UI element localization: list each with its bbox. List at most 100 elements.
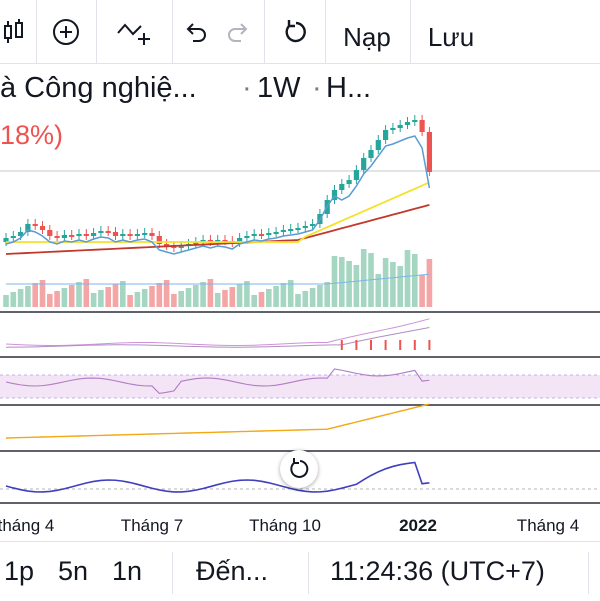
candle-body [112,232,119,236]
candle-body [310,224,316,226]
candle-body [156,236,162,244]
time-label: Tháng 10 [249,516,321,535]
candle-body [149,233,155,236]
candle-body [251,234,257,236]
toolbar-divider [325,0,326,63]
volume-bar [426,259,433,307]
macd-hist-bar [428,340,431,350]
symbol-name[interactable]: à Công nghiệ... [0,72,197,104]
candle-body [54,236,60,238]
toolbar-divider [172,0,173,63]
toolbar-divider [410,0,411,63]
reload-icon[interactable] [265,0,325,63]
candle-body [25,224,31,232]
volume-bar [339,257,345,307]
volume-bar [273,286,279,307]
volume-bar [3,295,9,307]
volume-bar [229,287,236,307]
volume-bar [61,288,68,307]
volume-bar [382,258,389,307]
volume-bar [25,286,31,307]
volume-bar [331,256,338,307]
toolbar-divider [36,0,37,63]
volume-bar [404,250,411,307]
volume-bar [54,291,60,307]
candle-body [76,234,82,236]
rsi-line [5,368,430,395]
volume-bar [185,288,192,307]
macd-hist-bar [399,340,402,350]
top-toolbar: Nạp Lưu [0,0,600,64]
clock[interactable]: 11:24:36 (UTC+7) [330,556,545,586]
volume-bar [171,294,177,307]
candle-body [207,240,213,242]
volume-bar [32,283,38,307]
volume-bar [236,284,243,307]
add-indicator-icon[interactable] [97,0,171,63]
volume-bar [280,283,287,307]
volume-bar [127,295,133,307]
candle-body [419,120,425,132]
time-label: tháng 4 [0,516,55,535]
toolbar-divider [264,0,265,63]
ma-fast-line [5,135,431,255]
rsi-band [0,375,600,398]
volume-bar [68,285,75,307]
candle-body [288,229,294,231]
redo-icon[interactable] [220,0,256,63]
candle-body [120,234,126,236]
volume-bar [287,280,294,307]
price-chart[interactable] [0,63,600,530]
macd-hist-bar [413,340,416,350]
volume-bar [17,289,24,307]
volume-bar [90,293,97,307]
save-button[interactable]: Lưu [427,22,475,52]
candle-body [127,234,133,236]
volume-bar [178,291,184,307]
volume-bar [120,281,126,307]
undo-icon[interactable] [178,0,214,63]
volume-bar [47,294,53,307]
candle-body [244,236,250,238]
interval-label[interactable]: 1W [257,72,301,104]
volume-bar [214,293,221,307]
macd-hist-bar [384,340,387,350]
timeframe-1p[interactable]: 1p [4,556,35,586]
volume-bar [419,275,425,307]
ma-mid-line [6,181,430,243]
candles [3,115,432,252]
chart-legend: à Công nghiệ... · 1W · H... 18%) [0,72,600,150]
candle-body [426,132,432,172]
plus-circle-icon[interactable] [37,0,95,63]
candle-body [222,240,228,242]
candle-body [98,231,104,233]
candles-icon[interactable] [0,0,28,63]
volume-bar [112,284,119,307]
volume-bar [163,280,170,307]
bottom-bar: 1p 5n 1n Đến... 11:24:36 (UTC+7) [0,541,600,601]
volume-bar [390,262,396,307]
reset-chart-button[interactable] [280,450,318,488]
volume-bar [266,289,272,307]
candle-body [200,240,206,242]
toolbar-divider [96,0,97,63]
candle-body [193,242,199,244]
candle-body [32,224,38,226]
candle-body [361,158,367,170]
bottom-divider [172,552,173,594]
macd-hist-bar [370,340,372,350]
timeframe-5n[interactable]: 5n [58,556,89,586]
reset-chart-icon [290,458,309,478]
time-axis: tháng 4 Tháng 7 Tháng 10 2022 Tháng 4 [0,510,600,540]
timeframe-1n[interactable]: 1n [112,556,143,586]
candle-body [258,234,265,236]
time-label: Tháng 4 [516,516,580,535]
candle-body [302,226,308,228]
load-button[interactable]: Nạp [343,22,391,52]
candle-body [105,231,111,233]
goto-button[interactable]: Đến... [196,556,269,586]
time-label: Tháng 7 [120,516,184,535]
volume-bar [309,288,316,307]
candle-body [368,150,374,158]
bottom-divider [308,552,309,594]
